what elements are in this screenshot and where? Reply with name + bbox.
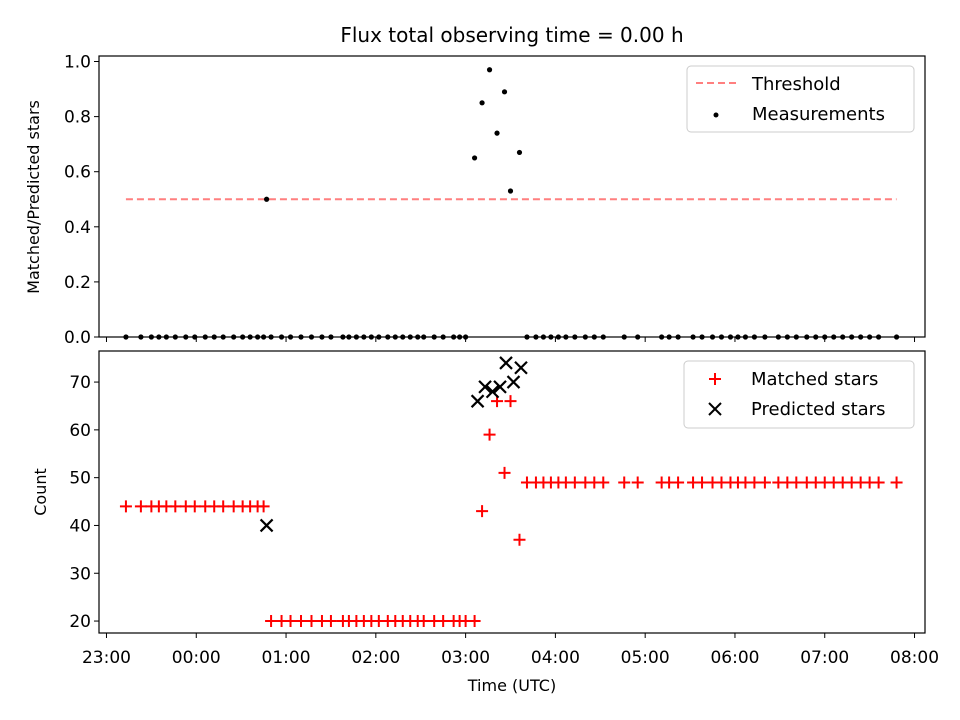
measurement-point — [479, 100, 485, 106]
matched-star-point — [483, 428, 496, 441]
matched-star-point — [284, 615, 297, 628]
bottom-legend-predicted-label: Predicted stars — [751, 399, 885, 420]
matched-star-point — [188, 500, 201, 513]
matched-star-point — [305, 615, 318, 628]
top-panel-title: Flux total observing time = 0.00 h — [340, 23, 683, 47]
predicted-star-point — [514, 360, 528, 375]
bottom-x-tick-label: 05:00 — [621, 648, 670, 668]
top-y-axis-label: Matched/Predicted stars — [24, 100, 43, 294]
bottom-x-axis-label: Time (UTC) — [467, 676, 556, 695]
top-legend-box — [686, 65, 915, 133]
top-y-tick-label: 0.2 — [64, 273, 91, 293]
predicted-star-point — [493, 380, 507, 394]
matched-star-point — [504, 395, 517, 408]
bottom-x-tick-label: 00:00 — [172, 648, 221, 668]
matched-star-point — [265, 615, 278, 628]
bottom-legend-box — [683, 360, 915, 429]
bottom-legend-matched-label: Matched stars — [751, 369, 878, 390]
bottom-y-tick-label: 70 — [69, 373, 91, 393]
top-panel: Flux total observing time = 0.00 h Match… — [24, 23, 926, 348]
bottom-x-tick-label: 04:00 — [531, 648, 580, 668]
top-y-tick-label: 0.6 — [64, 163, 91, 183]
bottom-y-tick-label: 60 — [69, 421, 91, 441]
top-y-tick-label: 1.0 — [64, 53, 91, 73]
bottom-x-tick-label: 08:00 — [890, 648, 939, 668]
bottom-x-tick-label: 02:00 — [351, 648, 400, 668]
top-legend-measurements-swatch — [713, 112, 719, 118]
top-legend: Threshold Measurements — [686, 65, 915, 133]
matched-star-point — [119, 500, 132, 513]
measurement-point — [516, 149, 523, 156]
matched-star-point — [217, 500, 230, 513]
top-y-tick-label: 0.0 — [64, 328, 91, 348]
matched-star-point — [618, 476, 631, 489]
top-legend-measurements-label: Measurements — [752, 104, 885, 125]
predicted-star-point — [506, 375, 521, 389]
matched-star-point — [696, 476, 709, 489]
matched-star-point — [597, 476, 610, 489]
top-legend-threshold-label: Threshold — [751, 74, 841, 95]
bottom-x-tick-label: 23:00 — [82, 648, 131, 668]
top-x-ticks — [105, 337, 916, 342]
matched-star-point — [169, 500, 182, 513]
matched-star-point — [748, 476, 761, 489]
matched-star-point — [498, 466, 511, 479]
top-y-tick-label: 0.4 — [64, 218, 91, 238]
bottom-legend-predicted-swatch — [708, 402, 722, 416]
bottom-legend: Matched stars Predicted stars — [683, 360, 915, 429]
bottom-x-tick-label: 03:00 — [441, 648, 490, 668]
matched-star-point — [890, 476, 903, 489]
measurement-point — [471, 155, 478, 161]
matched-star-point — [324, 615, 337, 628]
measurement-point — [486, 67, 493, 73]
top-y-tick-label: 0.8 — [64, 108, 91, 128]
matched-star-point — [476, 505, 489, 518]
predicted-star-point — [478, 380, 492, 394]
predicted-star-point — [259, 518, 274, 533]
matched-star-point — [872, 476, 885, 489]
matched-star-point — [568, 476, 581, 489]
bottom-axes-frame — [98, 350, 926, 634]
matched-star-point — [437, 615, 450, 628]
matched-star-point — [417, 615, 430, 628]
bottom-y-tick-label: 40 — [69, 516, 91, 536]
predicted-star-point — [499, 356, 513, 370]
predicted-star-point — [470, 394, 485, 408]
top-axes-frame — [98, 55, 926, 338]
matched-star-point — [468, 615, 481, 628]
matched-star-point — [513, 533, 526, 546]
matched-star-point — [758, 476, 771, 489]
bottom-legend-matched-swatch — [709, 373, 721, 385]
matched-star-point — [257, 500, 270, 513]
matched-star-point — [134, 500, 147, 513]
predicted-star-point — [485, 384, 500, 399]
matched-star-point — [295, 615, 308, 628]
bottom-y-tick-label: 30 — [69, 564, 91, 584]
measurement-point — [494, 130, 500, 136]
bottom-y-ticks: 20 30 40 50 60 70 — [69, 373, 99, 632]
measurement-point — [501, 89, 508, 95]
measurement-point — [507, 188, 514, 194]
matched-star-point — [672, 476, 685, 489]
bottom-x-tick-label: 01:00 — [262, 648, 311, 668]
bottom-x-tick-label: 06:00 — [710, 648, 759, 668]
measurement-point — [263, 196, 270, 202]
bottom-plot-area — [119, 356, 903, 628]
matched-star-point — [631, 476, 644, 489]
bottom-x-tick-label: 07:00 — [800, 648, 849, 668]
bottom-y-tick-label: 20 — [69, 612, 91, 632]
top-y-ticks: 0.0 0.2 0.4 0.6 0.8 1.0 — [64, 53, 99, 348]
bottom-y-axis-label: Count — [31, 468, 50, 516]
matched-star-point — [790, 476, 803, 489]
bottom-panel: Count Time (UTC) 20 30 40 50 60 70 23:00 00:00… — [31, 350, 939, 695]
bottom-y-tick-label: 50 — [69, 469, 91, 489]
bottom-x-ticks: 23:00 00:00 01:00 02:00 03:00 04:00 05:00 06:00… — [82, 633, 939, 668]
